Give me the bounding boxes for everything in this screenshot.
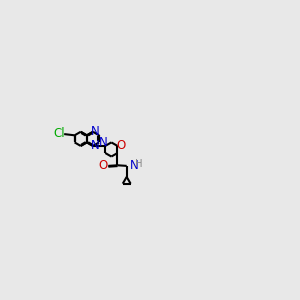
Text: O: O [99,159,108,172]
Text: N: N [91,125,100,138]
Text: N: N [91,140,100,152]
Text: H: H [135,159,143,170]
Text: N: N [130,159,138,172]
Text: Cl: Cl [53,127,65,140]
Text: O: O [117,139,126,152]
Text: N: N [99,136,108,149]
